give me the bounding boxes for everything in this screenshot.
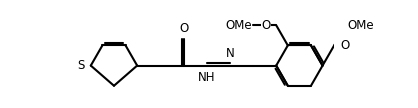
Text: O: O [179,22,188,35]
Text: O: O [261,19,270,32]
Text: S: S [78,59,85,72]
Text: NH: NH [198,71,215,84]
Text: OMe: OMe [347,19,374,32]
Text: OMe: OMe [225,19,252,32]
Text: O: O [340,39,349,52]
Text: N: N [225,48,234,60]
